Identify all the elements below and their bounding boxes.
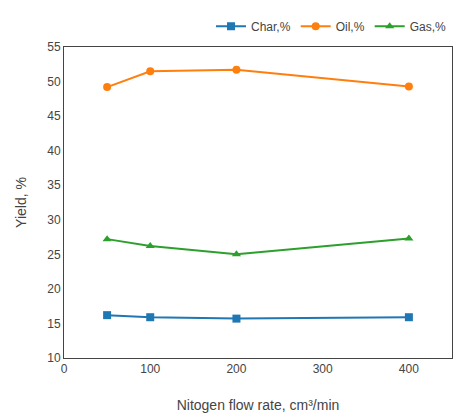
svg-text:10: 10: [47, 351, 61, 365]
svg-text:40: 40: [47, 144, 61, 158]
svg-text:400: 400: [399, 362, 419, 376]
svg-text:35: 35: [47, 178, 61, 192]
svg-text:300: 300: [313, 362, 333, 376]
svg-text:100: 100: [140, 362, 160, 376]
svg-text:Nitogen flow rate, cm³/min: Nitogen flow rate, cm³/min: [177, 397, 340, 413]
svg-text:25: 25: [47, 248, 61, 262]
svg-text:200: 200: [226, 362, 246, 376]
svg-text:0: 0: [61, 362, 68, 376]
svg-text:55: 55: [47, 40, 61, 54]
svg-text:30: 30: [47, 213, 61, 227]
svg-text:20: 20: [47, 282, 61, 296]
svg-text:15: 15: [47, 317, 61, 331]
svg-text:Gas,%: Gas,%: [410, 20, 446, 34]
svg-text:Char,%: Char,%: [251, 20, 291, 34]
svg-text:50: 50: [47, 75, 61, 89]
svg-text:Yield, %: Yield, %: [13, 177, 29, 228]
svg-text:45: 45: [47, 109, 61, 123]
svg-text:Oil,%: Oil,%: [336, 20, 365, 34]
